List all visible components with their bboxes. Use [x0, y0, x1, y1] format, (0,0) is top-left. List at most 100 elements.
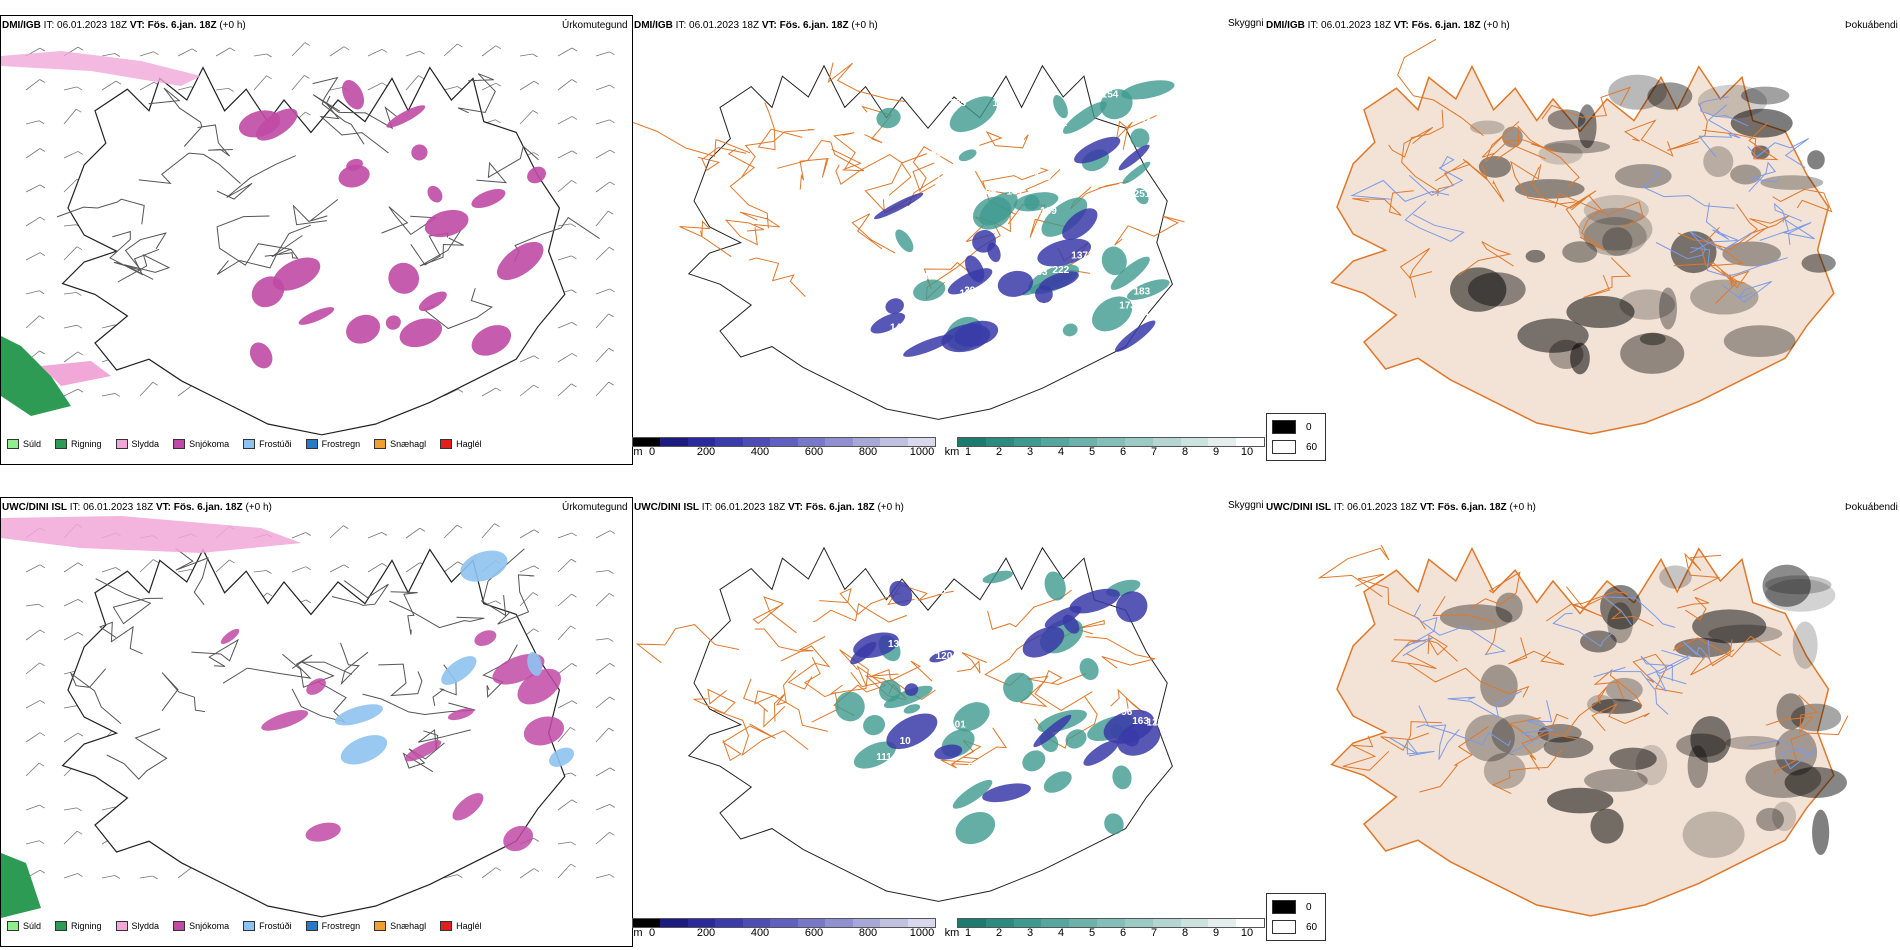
- fog-legend-row: 60: [1272, 920, 1317, 934]
- legend-label: Rigning: [71, 921, 102, 931]
- vis-colorbar-swatches: [957, 437, 1265, 447]
- ceiling-value-label: 163: [1132, 716, 1149, 727]
- legend-label: Snjókoma: [189, 439, 230, 449]
- colorbar-cell: [825, 438, 853, 446]
- ceiling-value-label: 251: [1134, 189, 1151, 200]
- colorbar-tick: 9: [1212, 927, 1220, 939]
- ceiling-value-label: 130: [888, 639, 905, 650]
- ceiling-value-label: 263: [1016, 262, 1033, 273]
- colorbar-cell: [958, 438, 986, 446]
- colorbar-cell: [1041, 438, 1070, 446]
- legend-swatch: [7, 921, 19, 931]
- header-bottom-precip: UWC/DINI ISL IT: 06.01.2023 18Z VT: Fös.…: [2, 502, 272, 513]
- ceiling-value-label: 200: [1045, 182, 1062, 193]
- legend-swatch: [243, 921, 256, 931]
- legend-label: Frostregn: [321, 921, 361, 931]
- colorbar-cell: [770, 438, 798, 446]
- ceiling-value-label: 142: [890, 322, 907, 333]
- ceiling-value-label: 183: [1031, 267, 1048, 278]
- fog-legend-top: 0 60: [1266, 413, 1326, 461]
- cloud-map-bottom: 120 10 130 86 163 116 122 101 206 185 113 111 130 106…: [635, 546, 1173, 902]
- legend-label: Frostregn: [321, 439, 361, 449]
- legend-swatch: [173, 921, 186, 931]
- cloud-map-top: 142 183 185 283 137 200 109 131 309 263 185 251 112 2…: [633, 62, 1185, 420]
- ceiling-value-label: 130: [1049, 690, 1066, 701]
- colorbar-cell: [825, 919, 853, 927]
- fog-panel-top: [1265, 15, 1900, 465]
- colorbar-cell: [770, 919, 798, 927]
- colorbar-tick: 0: [648, 927, 656, 939]
- precip-map-bottom: [1, 516, 616, 918]
- colorbar-tick: 8: [1181, 446, 1189, 458]
- header-top-fog: DMI/IGB IT: 06.01.2023 18Z VT: Fös. 6.ja…: [1266, 20, 1510, 31]
- ceiling-value-label: 123: [1147, 717, 1164, 728]
- ceiling-value-label: 185: [1145, 313, 1162, 324]
- vis-colorbar-swatches: [957, 918, 1265, 928]
- colorbar-vis-bottom: [957, 918, 1265, 928]
- colorbar-tick: 1000: [909, 446, 935, 458]
- colorbar-unit: m: [633, 927, 643, 939]
- base-colorbar-swatches: [632, 437, 936, 447]
- legend-swatch: [305, 439, 318, 449]
- colorbar-cell: [907, 919, 935, 927]
- title-top-precip: Úrkomutegund: [562, 20, 628, 31]
- colorbar-cell: [687, 919, 716, 927]
- colorbar-cell: [1124, 438, 1153, 446]
- legend-label: Snjókoma: [189, 921, 230, 931]
- ceiling-value-label: 190: [993, 98, 1010, 109]
- colorbar-cell: [797, 438, 826, 446]
- legend-item: Slydda: [115, 439, 159, 449]
- legend-label: Súld: [23, 439, 42, 449]
- legend-swatch: [440, 921, 453, 931]
- colorbar-tick: 4: [1057, 927, 1065, 939]
- legend-label: Haglél: [456, 439, 482, 449]
- colorbar-tick: 6: [1119, 927, 1127, 939]
- colorbar-tick: 600: [804, 927, 824, 939]
- colorbar-tick: 8: [1181, 927, 1189, 939]
- ceiling-value-label: 309: [980, 187, 997, 198]
- ceiling-value-label: 24: [1007, 714, 1019, 725]
- colorbar-ticks-bottom: m 0 200 400 600 800 1000 km 1 2 3 4 5 6 7 8 9 10: [0, 927, 1300, 941]
- ceiling-value-label: 185: [929, 586, 946, 597]
- legend-item: Slydda: [115, 921, 160, 931]
- ceiling-value-label: 206: [915, 768, 932, 779]
- ceiling-value-label: 96: [1121, 707, 1133, 718]
- legend-item: Frostregn: [305, 439, 361, 449]
- ceiling-value-label: 86: [968, 761, 980, 772]
- colorbar-tick: 3: [1026, 927, 1034, 939]
- legend-label: Snæhagl: [390, 921, 427, 931]
- legend-label: Slydda: [131, 921, 160, 931]
- legend-item: Frostúði: [243, 921, 292, 931]
- colorbar-cell: [797, 919, 826, 927]
- legend-swatch: [374, 921, 387, 931]
- legend-item: Haglél: [440, 439, 482, 449]
- legend-label: Rigning: [71, 439, 102, 449]
- colorbar-tick: 0: [648, 446, 656, 458]
- fog-legend-swatch: [1272, 920, 1296, 934]
- legend-swatch: [173, 439, 186, 449]
- ceiling-value-label: 145: [1118, 182, 1135, 193]
- title-top-cloud: Skyggni: [1228, 18, 1264, 29]
- ceiling-value-label: 194: [911, 272, 928, 283]
- base-colorbar-swatches: [632, 918, 936, 928]
- fog-legend-swatch: [1272, 420, 1296, 434]
- colorbar-cell: [660, 438, 688, 446]
- colorbar-unit: km: [944, 446, 960, 458]
- legend-swatch: [305, 921, 318, 931]
- colorbar-tick: 1: [964, 446, 972, 458]
- ceiling-value-label: 101: [949, 719, 966, 730]
- colorbar-cell: [1180, 438, 1209, 446]
- legend-swatch: [55, 921, 68, 931]
- colorbar-cell: [633, 438, 661, 446]
- legend-item: Rigning: [55, 439, 102, 449]
- ceiling-value-label: 132: [1141, 118, 1158, 129]
- legend-swatch: [55, 439, 68, 449]
- precip-legend-bottom: Súld Rigning Slydda Snjókoma Frostúði Frostre…: [7, 921, 482, 931]
- ceiling-value-label: 105: [1008, 261, 1025, 272]
- colorbar-tick: 2: [995, 927, 1003, 939]
- ceiling-value-label: 10: [900, 736, 912, 747]
- legend-label: Frostúði: [259, 921, 292, 931]
- colorbar-cell: [1152, 919, 1181, 927]
- title-top-fog: Þokuábendi: [1845, 20, 1898, 31]
- legend-swatch: [115, 439, 128, 449]
